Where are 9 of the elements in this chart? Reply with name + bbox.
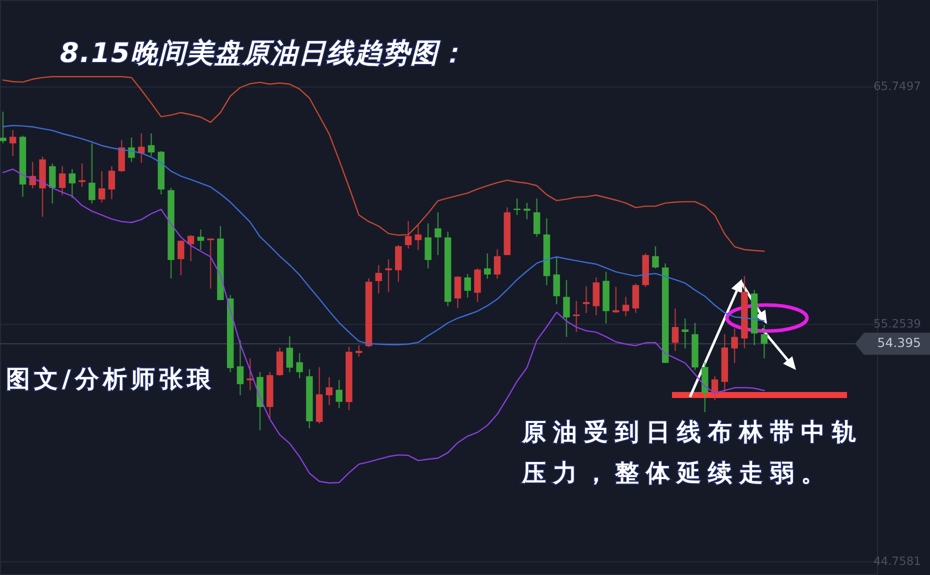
- y-tick-label: 65.7497: [873, 79, 921, 94]
- line-series: [2, 76, 765, 252]
- ref-line-label: 54.395: [877, 335, 921, 350]
- y-tick-label: 55.2539: [873, 316, 921, 331]
- y-tick-label: 44.7581: [873, 554, 921, 568]
- title: 8.15晚间美盘原油日线趋势图：: [60, 38, 466, 69]
- annotation: 图文/分析师张琅: [6, 365, 211, 393]
- annotation: 原油受到日线布林带中轨压力，整体延续走弱。: [522, 418, 856, 487]
- line-series: [2, 124, 765, 346]
